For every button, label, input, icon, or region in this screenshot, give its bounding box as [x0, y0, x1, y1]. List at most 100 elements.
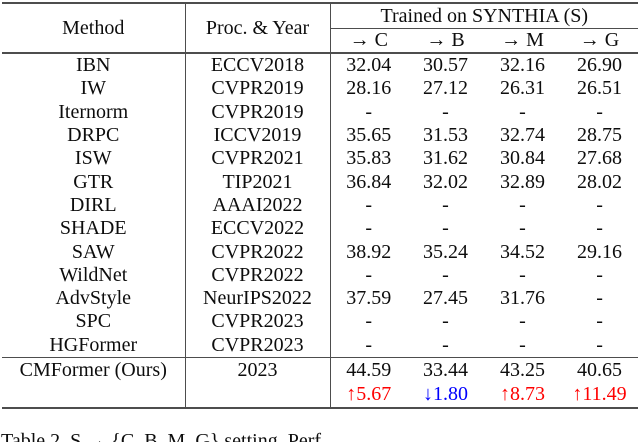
- method-cell: WildNet: [2, 263, 186, 287]
- col-header-to-c: → C: [349, 29, 388, 51]
- proc-cell: CVPR2019: [185, 100, 331, 124]
- table-row-shade: SHADE ECCV2022 - - - -: [2, 217, 638, 241]
- value-cell: -: [519, 100, 526, 123]
- proc-cell: AAAI2022: [185, 193, 331, 218]
- table-row-saw: SAW CVPR2022 38.92 35.24 34.52 29.16: [2, 240, 638, 264]
- table-row-spc: SPC CVPR2023 - - - -: [2, 310, 638, 334]
- table-row-isw: ISW CVPR2021 35.83 31.62 30.84 27.68: [2, 147, 638, 171]
- value-cell: 37.59: [346, 287, 392, 310]
- proc-cell: TIP2021: [185, 170, 331, 194]
- table-row-wildnet: WildNet CVPR2022 - - - -: [2, 263, 638, 287]
- method-cell: DIRL: [2, 193, 186, 218]
- header-row-top: Method Proc. & Year Trained on SYNTHIA (…: [2, 3, 639, 53]
- table-body: IBN ECCV2018 32.04 30.57 32.16 26.90 IW …: [2, 53, 639, 408]
- value-cell: -: [596, 310, 603, 333]
- value-cell: 32.89: [500, 170, 545, 193]
- proc-cell: CVPR2022: [185, 263, 331, 287]
- value-cell-best: 35.24: [423, 240, 468, 263]
- proc-cell: CVPR2023: [185, 333, 331, 358]
- value-cell: 28.75: [577, 124, 623, 147]
- col-header-method: Method: [2, 3, 186, 53]
- value-cell: -: [519, 263, 526, 286]
- value-cell-best: 43.25: [500, 358, 545, 381]
- value-cell: 34.52: [500, 240, 545, 263]
- method-cell: ISW: [2, 147, 186, 171]
- proc-cell: ECCV2018: [185, 53, 331, 78]
- table-row-ibn: IBN ECCV2018 32.04 30.57 32.16 26.90: [2, 53, 638, 78]
- value-cell: -: [596, 217, 603, 240]
- proc-cell: CVPR2019: [185, 77, 331, 101]
- table-row-iternorm: Iternorm CVPR2019 - - - -: [2, 100, 638, 124]
- value-cell: 28.16: [346, 77, 392, 100]
- col-header-proc-year: Proc. & Year: [185, 3, 331, 53]
- col-header-to-g: → G: [579, 29, 620, 51]
- method-cell: IBN: [2, 53, 186, 78]
- value-cell: -: [519, 217, 526, 240]
- value-cell: -: [442, 100, 449, 123]
- value-cell: -: [442, 193, 449, 216]
- value-cell: -: [365, 217, 373, 240]
- value-cell-best: 44.59: [346, 358, 392, 381]
- value-cell: 38.92: [346, 240, 392, 263]
- method-cell-ours: CMFormer (Ours): [2, 357, 186, 408]
- value-cell: -: [365, 263, 373, 286]
- value-cell: 32.02: [423, 170, 468, 193]
- table-row-dirl: DIRL AAAI2022 - - - -: [2, 193, 638, 218]
- table-row-iw: IW CVPR2019 28.16 27.12 26.31 26.51: [2, 77, 638, 101]
- value-cell: -: [442, 310, 449, 333]
- value-cell: 31.76: [500, 287, 545, 310]
- method-cell: SAW: [2, 240, 186, 264]
- value-cell: -: [365, 333, 373, 356]
- table-row-hgformer: HGFormer CVPR2023 - - - -: [2, 333, 638, 358]
- value-cell: 33.44: [423, 358, 468, 381]
- proc-cell-ours: 2023: [185, 357, 331, 408]
- delta-up-cell: ↑5.67: [346, 383, 392, 406]
- table-caption: Table 2. S → {C, B, M, G} setting. Perf: [1, 430, 322, 442]
- value-cell: 32.04: [346, 54, 392, 77]
- table-row-gtr: GTR TIP2021 36.84 32.02 32.89 28.02: [2, 170, 638, 194]
- delta-down-cell: ↓1.80: [423, 383, 468, 406]
- proc-cell: CVPR2023: [185, 310, 331, 334]
- value-cell: -: [596, 333, 603, 356]
- proc-cell: ICCV2019: [185, 123, 331, 148]
- value-cell: -: [596, 100, 603, 123]
- value-cell: 28.02: [577, 170, 623, 193]
- table-row-drpc: DRPC ICCV2019 35.65 31.53 32.74 28.75: [2, 123, 638, 148]
- results-table: Method Proc. & Year Trained on SYNTHIA (…: [2, 2, 639, 409]
- value-cell: 31.62: [423, 147, 468, 170]
- value-cell-best: 40.65: [577, 358, 623, 381]
- value-cell: 32.74: [500, 124, 545, 147]
- method-cell: DRPC: [2, 123, 186, 148]
- value-cell: 29.16: [577, 240, 623, 263]
- value-cell: -: [442, 333, 449, 356]
- method-cell: HGFormer: [2, 333, 186, 358]
- proc-cell: CVPR2022: [185, 240, 331, 264]
- proc-cell: ECCV2022: [185, 217, 331, 241]
- value-cell: 26.51: [577, 77, 623, 100]
- header-row-sub: → C → B → M → G: [2, 29, 638, 54]
- value-cell: -: [442, 263, 449, 286]
- col-header-to-b: → B: [426, 29, 465, 51]
- value-cell: 31.53: [423, 124, 468, 147]
- value-cell: -: [365, 193, 373, 216]
- value-cell: -: [596, 287, 603, 310]
- delta-up-cell: ↑11.49: [572, 383, 627, 406]
- value-cell: -: [365, 100, 373, 123]
- method-cell: AdvStyle: [2, 286, 186, 311]
- method-cell: SHADE: [2, 217, 186, 241]
- value-cell: 35.83: [346, 147, 392, 170]
- method-cell: IW: [2, 77, 186, 101]
- value-cell: 27.68: [577, 147, 623, 170]
- method-cell: GTR: [2, 170, 186, 194]
- value-cell: 26.31: [500, 77, 545, 100]
- value-cell: 27.45: [423, 287, 468, 310]
- value-cell: 30.57: [423, 54, 468, 77]
- method-cell: SPC: [2, 310, 186, 334]
- col-header-to-m: → M: [501, 29, 544, 51]
- value-cell: -: [596, 263, 603, 286]
- value-cell: -: [519, 310, 526, 333]
- value-cell: 30.84: [500, 147, 545, 170]
- value-cell: -: [365, 310, 373, 333]
- value-cell: -: [596, 193, 603, 216]
